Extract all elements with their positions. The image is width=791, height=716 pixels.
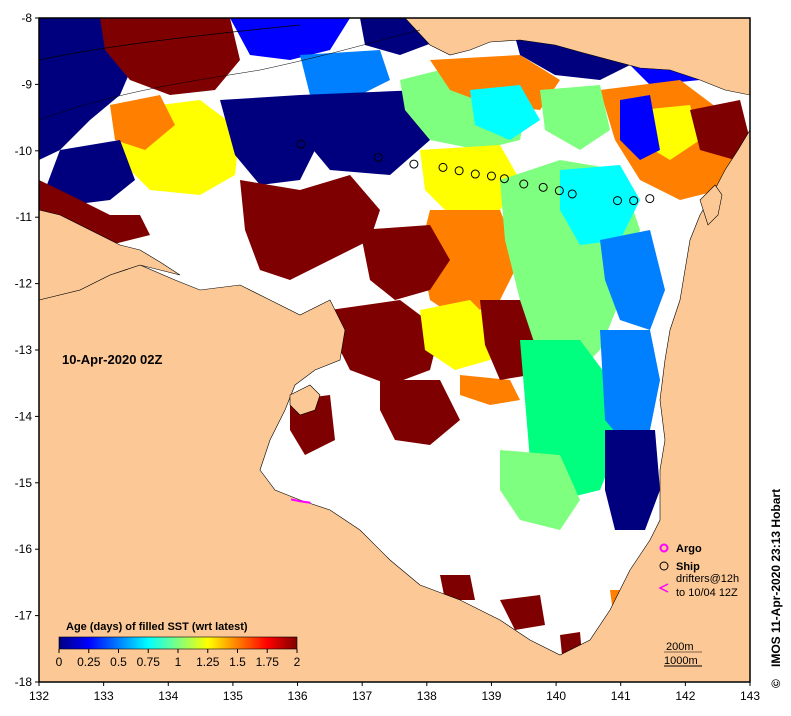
ship-position-marker (373, 152, 383, 162)
ship-position-marker (519, 179, 529, 189)
northern-territory-land (39, 129, 750, 682)
y-tick-label: -16 (15, 542, 33, 556)
drifters-legend-line2: to 10/04 12Z (676, 587, 738, 599)
datetime-label: 10-Apr-2020 02Z (62, 352, 162, 367)
x-tick-label: 143 (740, 689, 760, 703)
ship-position-marker (438, 162, 448, 172)
colorbar-ramp (58, 636, 298, 650)
bathymetry-contour (39, 29, 421, 121)
drifter-path (290, 498, 311, 504)
y-tick-label: -13 (15, 343, 33, 357)
colorbar-tick-label: 0.75 (137, 655, 161, 669)
x-tick-label: 132 (29, 689, 49, 703)
copyright-symbol: © (769, 679, 783, 688)
y-tick-label: -14 (15, 409, 33, 423)
y-tick-label: -18 (15, 675, 33, 689)
colorbar-title: Age (days) of filled SST (wrt latest) (66, 621, 248, 633)
colorbar-tick-label: 1.5 (229, 655, 246, 669)
colorbar-tick-label: 0 (56, 655, 63, 669)
ship-position-marker (645, 194, 655, 204)
bathymetry-contour-1000 (39, 24, 301, 61)
drifter-track (290, 498, 311, 504)
contour-legend: 200m 1000m (664, 641, 702, 667)
colorbar-tick-label: 0.25 (77, 655, 101, 669)
y-tick-label: -11 (16, 210, 33, 224)
contour-200-label: 200m (666, 641, 694, 653)
x-tick-label: 142 (675, 689, 695, 703)
ship-position-marker (554, 186, 564, 196)
ship-legend-label: Ship (676, 561, 700, 573)
contour-1000-label: 1000m (664, 655, 698, 667)
drifter-legend-icon (658, 583, 669, 593)
colorbar-tick-label: 0.5 (110, 655, 127, 669)
x-tick-label: 136 (288, 689, 308, 703)
ship-position-marker (409, 159, 419, 169)
colorbar-tick-label: 2 (294, 655, 301, 669)
ship-legend-icon (659, 561, 669, 571)
colorbar-tick-label: 1 (175, 655, 182, 669)
ship-position-marker (486, 171, 496, 181)
colorbar-tick-label: 1.75 (256, 655, 280, 669)
x-tick-label: 140 (546, 689, 566, 703)
legend: Argo Ship drifters@12h to 10/04 12Z (658, 543, 739, 599)
ship-position-marker (470, 169, 480, 179)
y-tick-label: -17 (15, 609, 33, 623)
ship-position-marker (567, 189, 577, 199)
y-axis: -8 -9 -10 -11 -12 -13 -14 -15 -16 -17 -18 (15, 11, 39, 689)
y-tick-label: -15 (15, 476, 33, 490)
x-axis: 132 133 134 135 136 137 138 139 140 141 142 143 (29, 682, 760, 703)
ship-position-marker (538, 182, 548, 192)
argo-legend-label: Argo (676, 543, 702, 555)
ship-position-marker (296, 139, 306, 149)
groote-eylandt (289, 384, 321, 416)
x-tick-label: 134 (158, 689, 178, 703)
y-tick-label: -8 (21, 11, 32, 25)
ship-position-marker (454, 166, 464, 176)
colorbar-tick-label: 1.25 (196, 655, 220, 669)
drifters-legend-line1: drifters@12h (676, 573, 739, 585)
x-tick-label: 138 (417, 689, 437, 703)
x-tick-label: 139 (481, 689, 501, 703)
y-tick-label: -12 (15, 277, 33, 291)
x-tick-label: 137 (352, 689, 372, 703)
x-tick-label: 141 (611, 689, 631, 703)
ship-position-marker (629, 196, 639, 206)
y-tick-label: -9 (21, 77, 32, 91)
land (39, 18, 750, 682)
ship-track (296, 139, 655, 206)
new-guinea-land (404, 18, 750, 96)
argo-legend-icon (659, 543, 669, 553)
ship-position-marker (612, 196, 622, 206)
ship-position-marker (499, 174, 509, 184)
cape-york-tip (699, 184, 723, 226)
sst-age-field (39, 18, 750, 655)
colorbar-labels: 0 0.25 0.5 0.75 1 1.25 1.5 1.75 2 (56, 649, 301, 669)
y-tick-label: -10 (15, 144, 33, 158)
x-tick-label: 133 (94, 689, 114, 703)
x-tick-label: 135 (223, 689, 243, 703)
west-coast-land (39, 209, 181, 301)
credit-text: IMOS 11-Apr-2020 23:13 Hobart (769, 489, 783, 667)
